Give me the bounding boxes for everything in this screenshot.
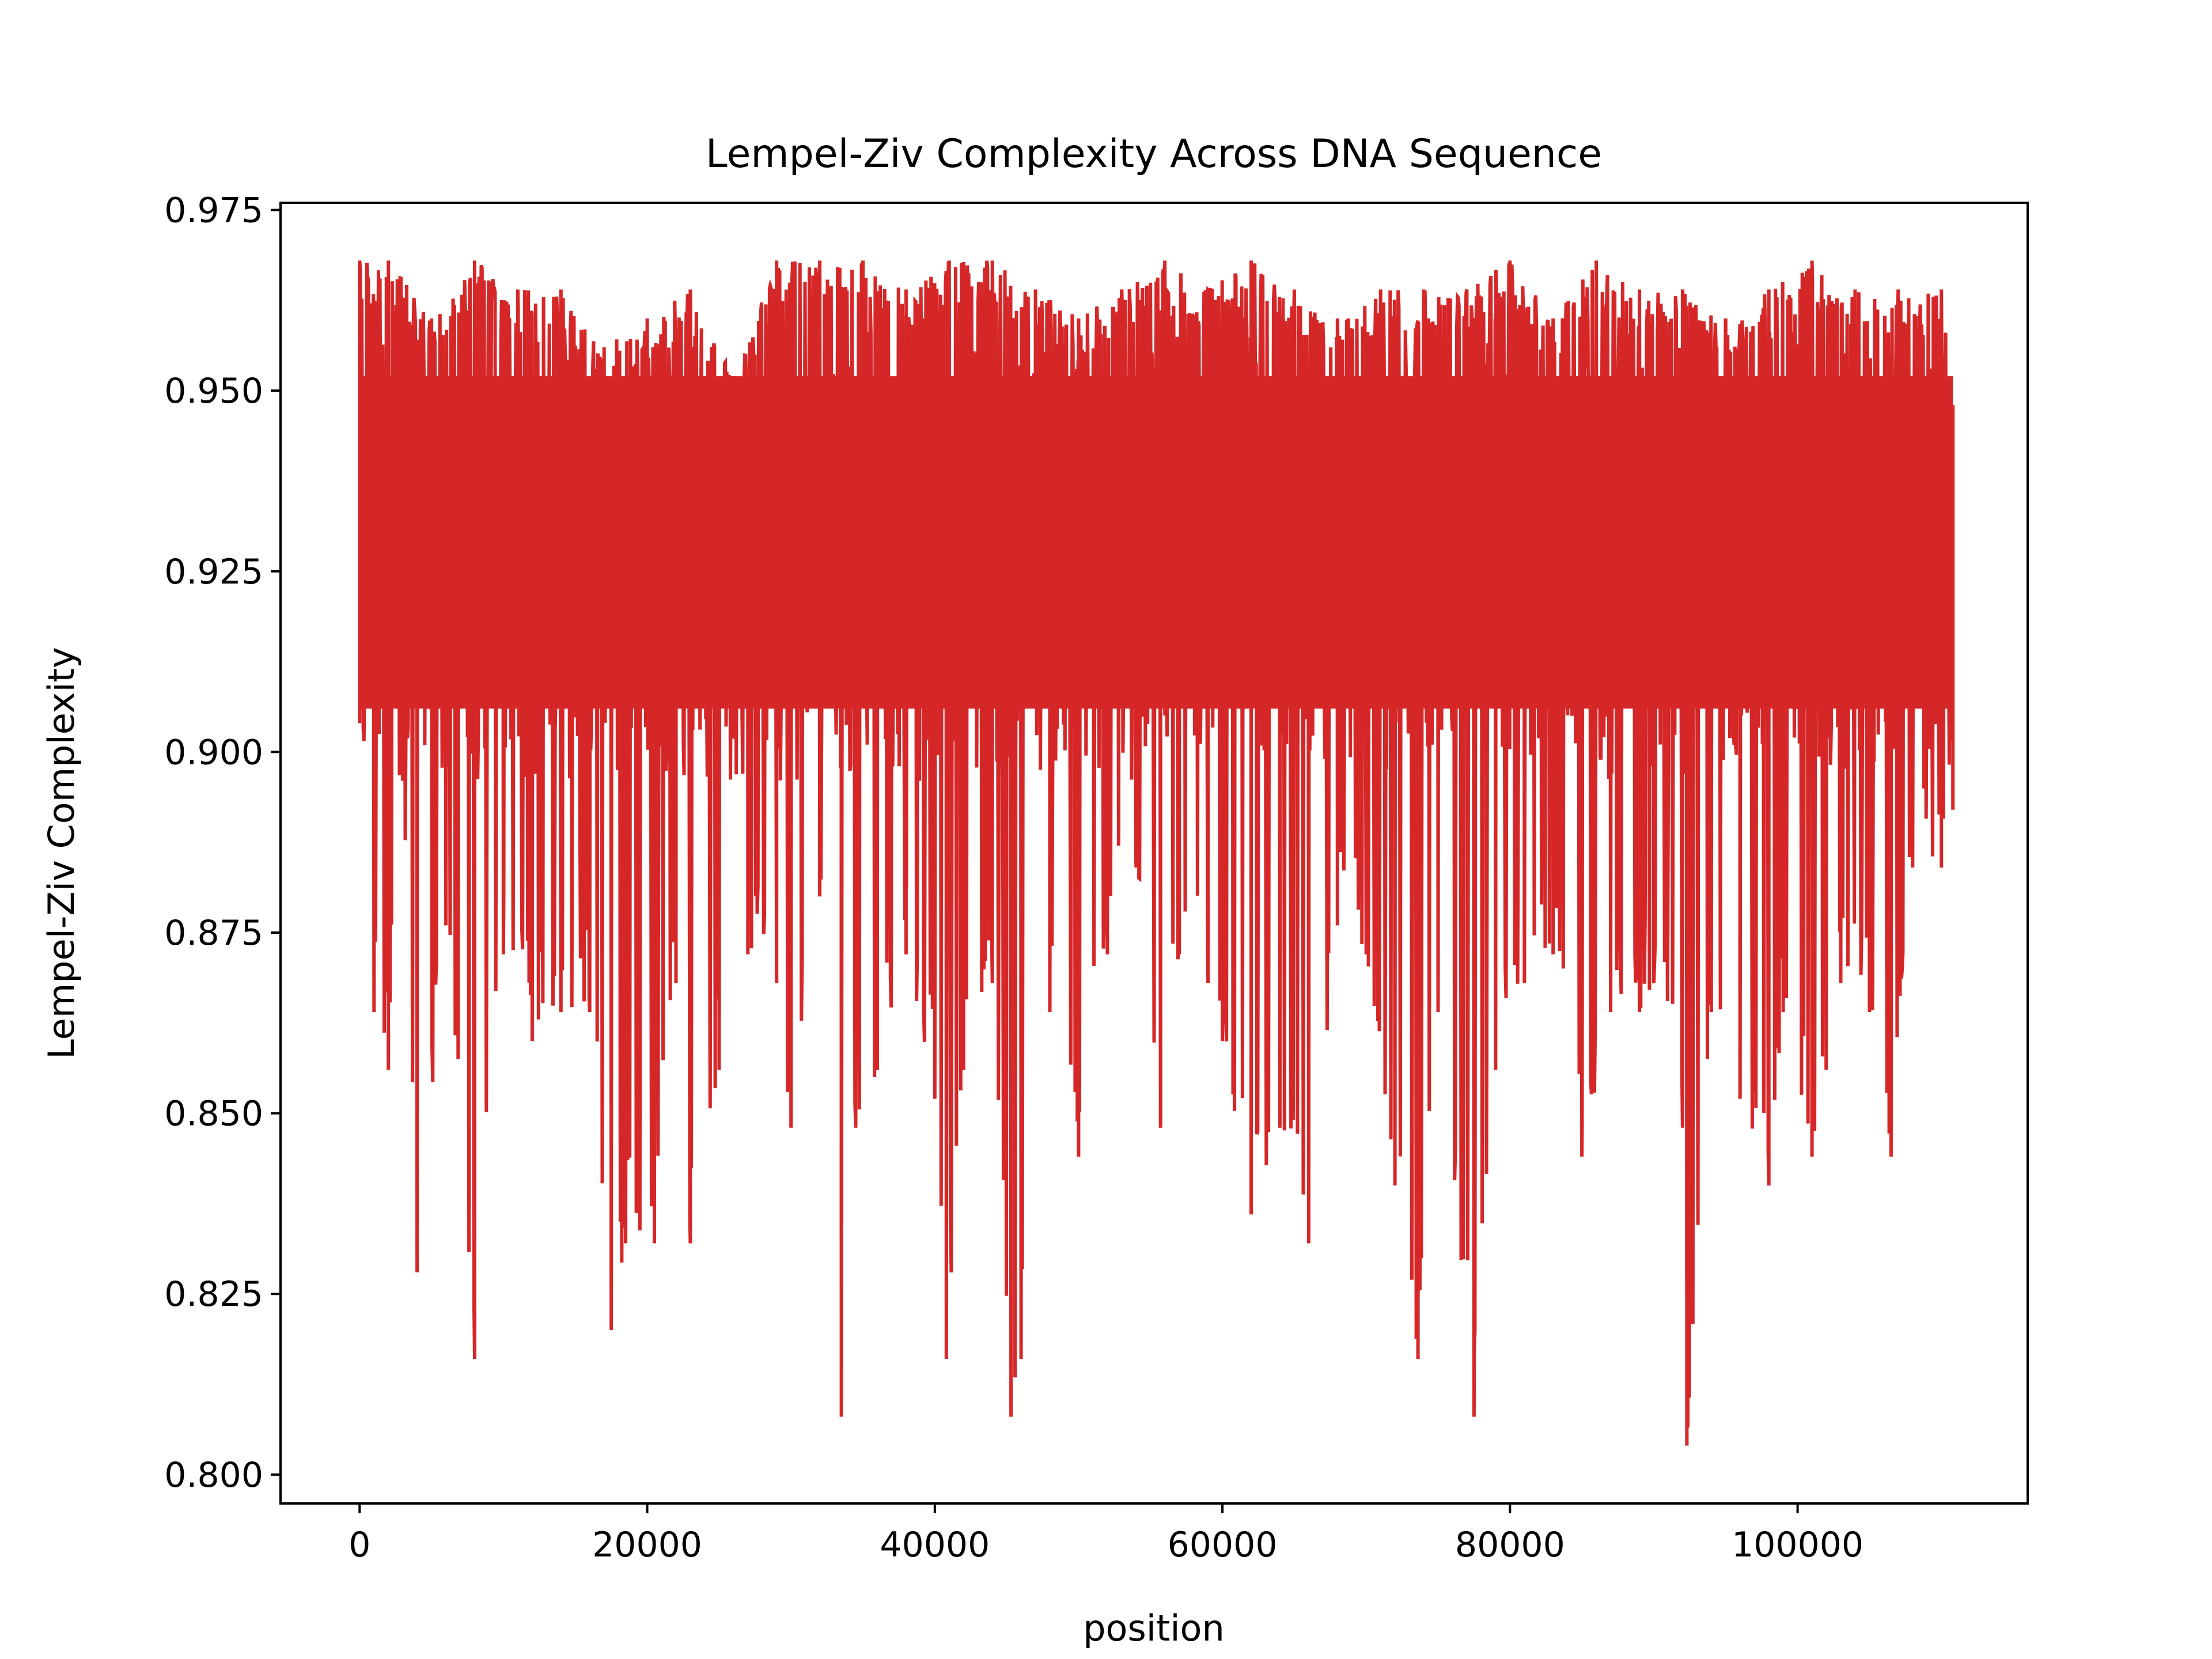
plot-data-layer xyxy=(358,260,1955,1446)
x-tick-label: 20000 xyxy=(592,1525,702,1565)
x-tick-label: 40000 xyxy=(880,1525,990,1565)
y-tick-label: 0.800 xyxy=(164,1455,263,1495)
y-tick-label: 0.900 xyxy=(164,732,263,772)
y-tick-label: 0.950 xyxy=(164,371,263,411)
x-axis-label: position xyxy=(1083,1607,1225,1649)
x-tick-label: 100000 xyxy=(1732,1525,1863,1565)
y-tick-label: 0.975 xyxy=(164,191,263,231)
y-tick-label: 0.850 xyxy=(164,1094,263,1134)
y-axis-label: Lempel-Ziv Complexity xyxy=(40,647,82,1059)
y-tick-label: 0.875 xyxy=(164,913,263,953)
x-tick-label: 0 xyxy=(349,1525,370,1565)
series-0-line xyxy=(358,260,1955,1446)
x-axis-ticks: 0 20000 40000 60000 80000 100000 xyxy=(349,1503,1863,1565)
x-tick-label: 60000 xyxy=(1168,1525,1278,1565)
x-tick-label: 80000 xyxy=(1455,1525,1565,1565)
chart-title: Lempel-Ziv Complexity Across DNA Sequenc… xyxy=(706,131,1602,177)
y-tick-label: 0.825 xyxy=(164,1274,263,1315)
y-axis-ticks: 0.800 0.825 0.850 0.875 0.900 0.925 0.950 0.975 xyxy=(164,191,281,1495)
plot-area-frame xyxy=(279,202,2029,1505)
y-tick-label: 0.925 xyxy=(164,552,263,592)
